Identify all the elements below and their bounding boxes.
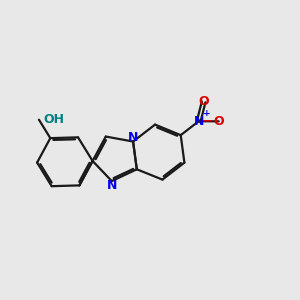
Text: N: N [128,130,138,144]
Text: N: N [194,115,204,128]
Text: O: O [198,95,209,108]
Text: −: − [201,115,212,128]
Text: OH: OH [43,113,64,126]
Text: +: + [203,109,210,118]
Text: N: N [106,179,117,192]
Text: O: O [213,115,224,128]
